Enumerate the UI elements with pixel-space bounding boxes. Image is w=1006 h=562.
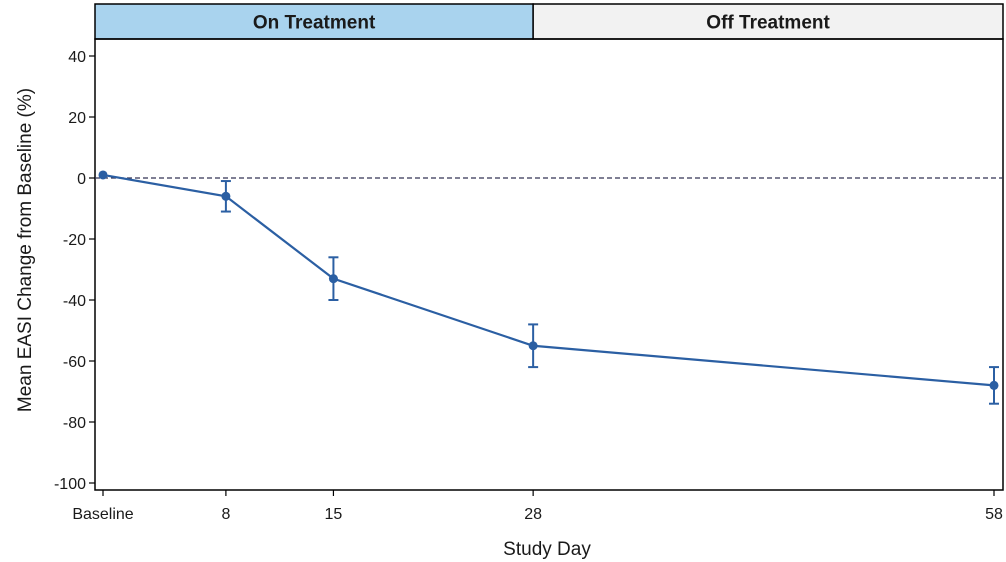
x-tick-label: 15 [325,506,343,523]
data-point [328,274,338,284]
panel-on-treatment [94,3,534,40]
series-line [102,173,995,387]
data-point [221,191,231,201]
y-tick-label: 20 [68,110,86,127]
x-tick-label: Baseline [72,506,133,523]
series-group [98,170,999,405]
data-point [98,170,108,180]
panel-off-treatment [532,3,1004,40]
x-axis: Baseline 8 15 28 58 [72,490,1003,523]
x-tick-label: 28 [524,506,542,523]
panel-strip: On Treatment Off Treatment [94,3,1004,40]
y-tick-label: 0 [77,171,86,188]
panel-label-off-treatment: Off Treatment [706,13,830,34]
x-tick-label: 8 [221,506,230,523]
y-tick-label: 40 [68,49,86,66]
y-axis: 40 20 0 -20 -40 -60 -80 -100 [54,49,95,493]
y-tick-label: -80 [63,415,86,432]
y-tick-label: -100 [54,476,86,493]
y-tick-label: -60 [63,354,86,371]
plot-frame [94,38,1004,491]
y-tick-label: -20 [63,232,86,249]
panel-label-on-treatment: On Treatment [253,13,376,34]
y-tick-label: -40 [63,293,86,310]
x-tick-label: 58 [985,506,1003,523]
x-axis-title: Study Day [503,539,591,560]
y-axis-title: Mean EASI Change from Baseline (%) [15,88,36,412]
data-point [528,341,538,351]
data-point [989,380,999,390]
